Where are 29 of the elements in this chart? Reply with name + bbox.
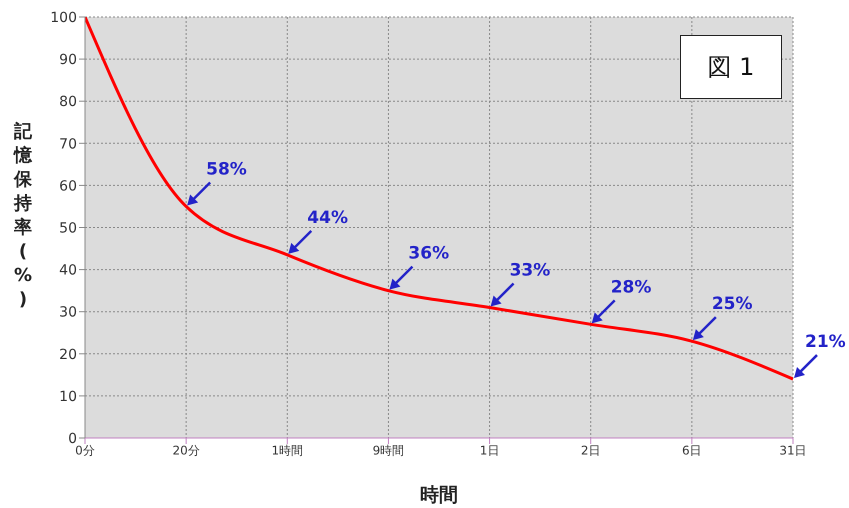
x-axis-title: 時間 <box>419 483 459 508</box>
annotation: 25% <box>712 294 753 314</box>
caption-box: 図 1 <box>680 35 782 99</box>
x-tick-label: 31日 <box>779 444 807 458</box>
x-tick-label: 1日 <box>480 444 500 458</box>
y-tick-label: 100 <box>50 10 77 26</box>
annotation: 44% <box>307 208 348 228</box>
y-tick-label: 60 <box>59 178 77 194</box>
x-tick-label: 0分 <box>75 444 95 458</box>
y-axis-title: 記憶保持率(%) <box>12 120 34 312</box>
annotation: 21% <box>805 332 846 352</box>
y-tick-label: 10 <box>59 388 77 405</box>
x-tick-label: 2日 <box>580 444 601 458</box>
y-tick-label: 70 <box>59 136 77 152</box>
annotation: 58% <box>206 159 247 180</box>
x-tick-label: 1時間 <box>271 444 304 458</box>
y-tick-label: 90 <box>59 52 77 68</box>
y-tick-label: 50 <box>59 220 77 236</box>
y-tick-label: 20 <box>59 346 77 363</box>
x-tick-label: 6日 <box>682 444 702 458</box>
annotation: 36% <box>408 244 450 264</box>
annotation: 33% <box>510 260 550 280</box>
y-tick-label: 40 <box>59 262 77 279</box>
y-tick-label: 30 <box>59 304 77 321</box>
x-tick-label: 9時間 <box>372 444 404 458</box>
x-tick-label: 20分 <box>172 444 200 458</box>
annotation: 28% <box>610 277 652 298</box>
y-tick-label: 0 <box>68 430 77 447</box>
y-tick-label: 80 <box>59 94 77 110</box>
